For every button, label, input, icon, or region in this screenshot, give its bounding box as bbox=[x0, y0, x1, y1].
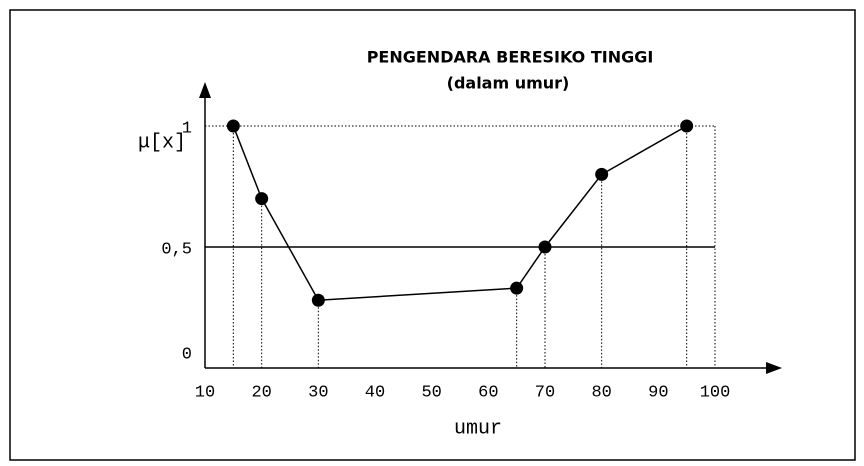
x-axis-label: umur bbox=[454, 417, 502, 440]
frame bbox=[9, 9, 856, 461]
point bbox=[226, 119, 240, 133]
point bbox=[595, 167, 609, 181]
point bbox=[311, 293, 325, 307]
point bbox=[510, 281, 524, 295]
chart-subtitle: (dalam umur) bbox=[447, 74, 570, 93]
chart-title: PENGENDARA BERESIKO TINGGI bbox=[367, 48, 654, 67]
x-tick-label: 80 bbox=[591, 383, 611, 402]
y-axis-label: μ[x] bbox=[138, 131, 186, 154]
x-axis-arrow bbox=[766, 362, 782, 374]
x-tick-label: 50 bbox=[421, 383, 441, 402]
point bbox=[255, 192, 269, 206]
x-tick-label: 60 bbox=[478, 383, 498, 402]
x-tick-label: 70 bbox=[535, 383, 555, 402]
x-tick-label: 90 bbox=[648, 383, 668, 402]
x-tick-label: 100 bbox=[700, 383, 731, 402]
x-tick-label: 10 bbox=[195, 383, 215, 402]
y-tick-label: 1 bbox=[182, 119, 192, 138]
y-axis-arrow bbox=[199, 82, 211, 98]
point bbox=[680, 119, 694, 133]
x-tick-label: 20 bbox=[251, 383, 271, 402]
y-tick-label: 0 bbox=[182, 345, 192, 364]
y-tick-label: 0,5 bbox=[161, 240, 192, 259]
point bbox=[538, 240, 552, 254]
x-tick-label: 40 bbox=[365, 383, 385, 402]
series-line bbox=[232, 125, 688, 302]
x-tick-label: 30 bbox=[308, 383, 328, 402]
